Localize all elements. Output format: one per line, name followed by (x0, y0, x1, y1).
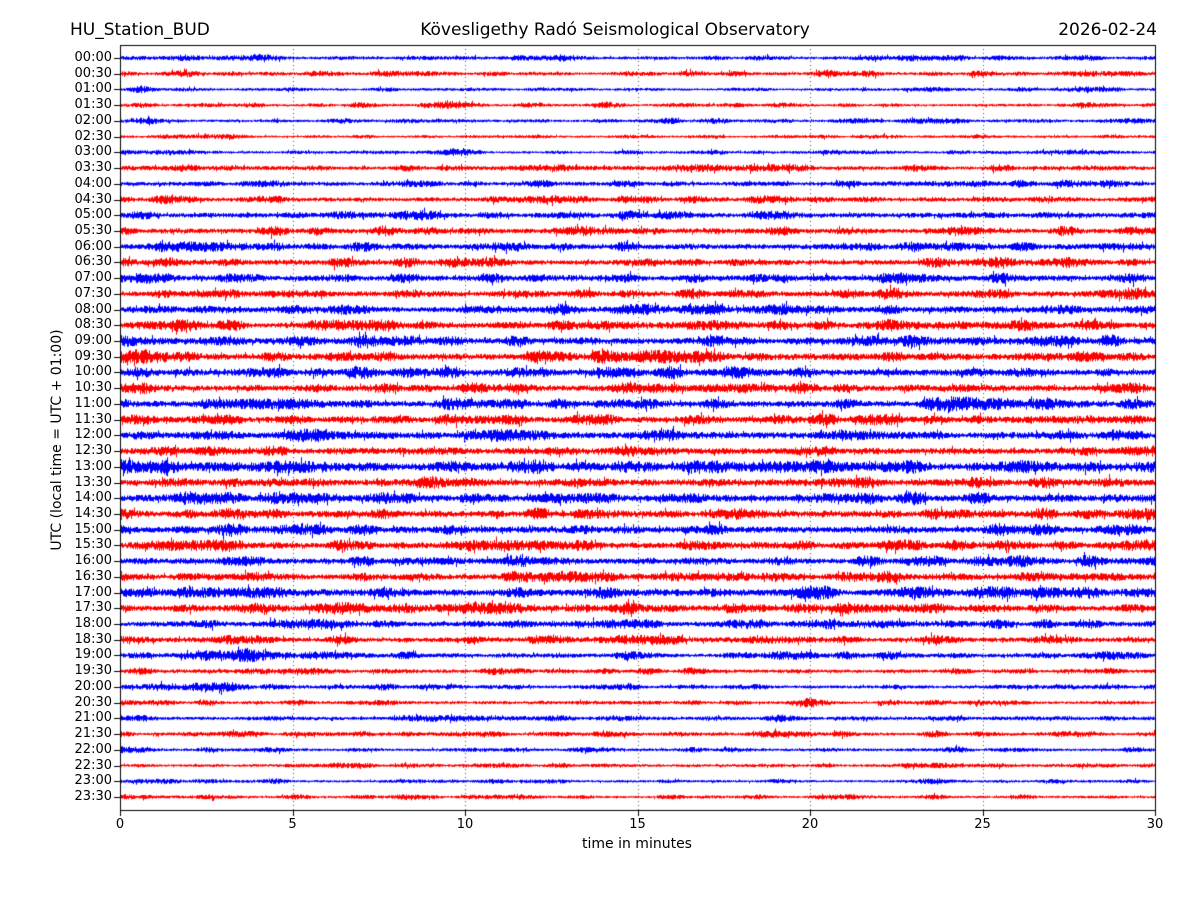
y-tick-label: 10:30 (74, 380, 112, 396)
station-title: HU_Station_BUD (70, 20, 210, 40)
y-tick-label: 03:00 (74, 144, 112, 160)
y-tick-label: 17:00 (74, 584, 112, 600)
y-tick-label: 20:00 (74, 678, 112, 694)
y-tick-label: 12:30 (74, 443, 112, 459)
y-tick-label: 16:00 (74, 553, 112, 569)
y-tick-label: 16:30 (74, 568, 112, 584)
y-tick-label: 07:00 (74, 270, 112, 286)
x-tick-label: 5 (288, 817, 297, 832)
y-tick-label: 08:30 (74, 317, 112, 333)
y-tick-label: 22:00 (74, 741, 112, 757)
y-tick-label: 18:30 (74, 631, 112, 647)
y-tick-label: 02:00 (74, 112, 112, 128)
y-tick-label: 06:00 (74, 238, 112, 254)
y-tick-label: 13:00 (74, 458, 112, 474)
x-tick-label: 25 (974, 817, 991, 832)
y-tick-label: 23:00 (74, 773, 112, 789)
y-tick-label: 01:30 (74, 97, 112, 113)
y-tick-label: 14:30 (74, 505, 112, 521)
y-tick-label: 11:00 (74, 395, 112, 411)
y-tick-label: 03:30 (74, 160, 112, 176)
y-tick-label: 12:00 (74, 427, 112, 443)
y-tick-label: 10:00 (74, 364, 112, 380)
date-title: 2026-02-24 (1058, 20, 1157, 40)
y-tick-label: 00:30 (74, 65, 112, 81)
y-tick-label: 02:30 (74, 128, 112, 144)
x-tick-label: 15 (629, 817, 646, 832)
y-tick-label: 20:30 (74, 694, 112, 710)
y-tick-label: 09:30 (74, 348, 112, 364)
y-tick-label: 21:30 (74, 726, 112, 742)
y-tick-label: 00:00 (74, 50, 112, 65)
y-tick-label: 15:00 (74, 521, 112, 537)
y-tick-label: 23:30 (74, 788, 112, 804)
y-tick-label: 22:30 (74, 757, 112, 773)
y-tick-label: 04:00 (74, 175, 112, 191)
y-tick-label: 08:00 (74, 301, 112, 317)
observatory-title: Kövesligethy Radó Seismological Observat… (420, 20, 810, 40)
y-tick-label: 19:00 (74, 647, 112, 663)
y-tick-label: 15:30 (74, 537, 112, 553)
y-tick-label: 21:00 (74, 710, 112, 726)
x-tick-label: 20 (801, 817, 819, 832)
y-tick-label: 09:00 (74, 333, 112, 349)
x-tick-label: 10 (456, 817, 474, 832)
y-tick-label: 11:30 (74, 411, 112, 427)
y-tick-label: 07:30 (74, 285, 112, 301)
y-tick-label: 17:30 (74, 600, 112, 616)
y-tick-label: 13:30 (74, 474, 112, 490)
x-tick-label: 0 (115, 817, 125, 832)
y-tick-label: 05:30 (74, 222, 112, 238)
x-tick-label: 30 (1146, 817, 1164, 832)
y-tick-label: 14:00 (74, 490, 112, 506)
y-tick-label: 18:00 (74, 616, 112, 632)
y-tick-label: 01:00 (74, 81, 112, 97)
y-tick-label: 19:30 (74, 663, 112, 679)
y-tick-label: 06:30 (74, 254, 112, 270)
x-axis-label: time in minutes (582, 836, 692, 852)
y-tick-label: 05:00 (74, 207, 112, 223)
y-tick-label: 04:30 (74, 191, 112, 207)
